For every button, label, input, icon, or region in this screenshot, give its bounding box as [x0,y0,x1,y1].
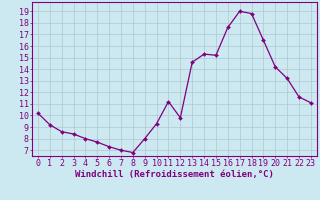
X-axis label: Windchill (Refroidissement éolien,°C): Windchill (Refroidissement éolien,°C) [75,170,274,179]
